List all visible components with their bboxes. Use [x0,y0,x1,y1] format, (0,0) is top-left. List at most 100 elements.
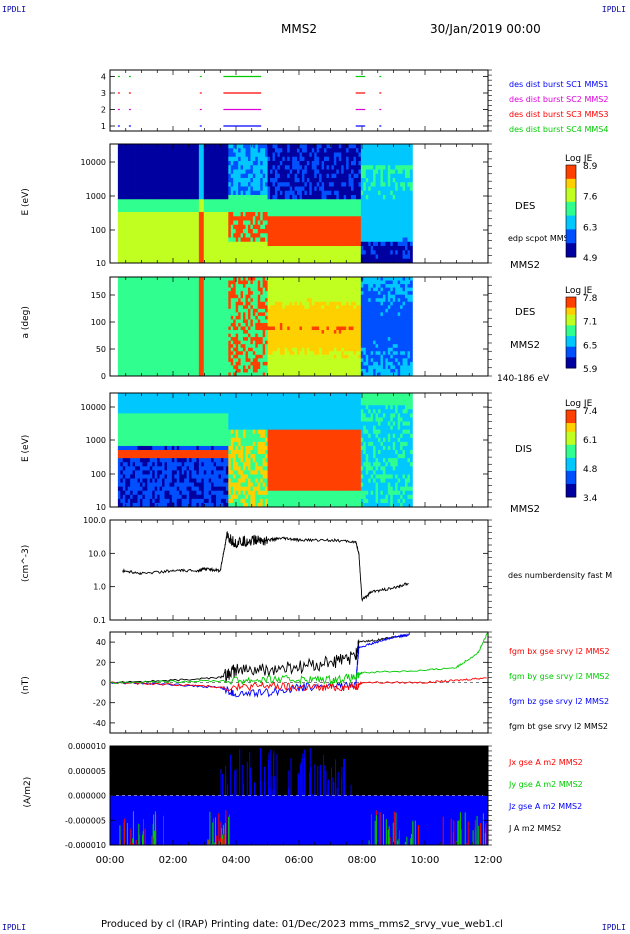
des-energy-spectrogram-cell [301,173,305,179]
des-pitch-spectrogram-cell [147,330,151,334]
des-energy-spectrogram-cell [162,195,165,200]
des-energy-spectrogram-cell [378,199,381,204]
des-energy-spectrogram-cell [240,207,244,213]
des-energy-spectrogram-cell [405,148,408,153]
des-energy-spectrogram-cell [375,203,379,209]
des-energy-spectrogram-cell [149,220,153,226]
des-energy-spectrogram-cell [245,212,249,217]
des-energy-spectrogram-cell [289,156,293,162]
des-energy-spectrogram-cell [157,152,160,158]
des-energy-spectrogram-cell [299,237,303,243]
des-energy-spectrogram-cell [299,233,303,238]
des-energy-spectrogram-cell [191,195,195,200]
des-energy-spectrogram-cell [365,246,369,251]
des-energy-spectrogram-cell [250,233,254,238]
des-pitch-spectrogram-cell [206,333,210,338]
des-pitch-spectrogram-cell [139,330,143,334]
des-energy-spectrogram-cell [326,152,330,158]
des-energy-spectrogram-cell [117,212,121,217]
des-energy-spectrogram-cell [169,250,173,255]
des-energy-spectrogram-cell [373,237,376,243]
des-energy-spectrogram-cell [360,156,364,162]
des-energy-spectrogram-cell [360,152,364,158]
des-pitch-spectrogram-cell [130,291,133,296]
des-energy-spectrogram-cell [203,237,207,243]
des-energy-spectrogram-cell [235,199,239,204]
des-energy-spectrogram-cell [341,224,345,230]
des-energy-spectrogram-cell [223,165,227,170]
des-energy-spectrogram-cell [289,224,293,230]
des-energy-spectrogram-cell [233,246,237,251]
des-pitch-spectrogram-cell [152,365,156,370]
des-energy-spectrogram-cell [370,212,374,217]
des-energy-spectrogram-cell [125,229,129,234]
des-energy-spectrogram-cell [343,203,347,209]
des-pitch-spectrogram-cell [198,326,202,331]
des-pitch-spectrogram-cell [132,319,136,324]
des-energy-spectrogram-cell [189,229,192,234]
des-energy-spectrogram-cell [179,148,183,153]
des-energy-spectrogram-cell [137,233,141,238]
des-energy-spectrogram-cell [397,182,401,187]
des-energy-spectrogram-cell [392,233,396,238]
des-energy-spectrogram-cell [321,178,325,183]
des-energy-spectrogram-cell [385,241,389,247]
des-energy-spectrogram-cell [370,254,374,260]
des-energy-spectrogram-cell [127,148,131,153]
des-energy-spectrogram-cell [392,254,396,260]
des-energy-spectrogram-cell [279,182,283,187]
des-pitch-spectrogram-cell [169,344,173,349]
des-energy-spectrogram-cell [144,250,148,255]
des-energy-spectrogram-cell [208,161,212,166]
des-energy-spectrogram-cell [125,190,129,196]
des-energy-spectrogram-cell [324,229,327,234]
des-energy-spectrogram-cell [365,173,369,179]
des-pitch-spectrogram-cell [223,291,227,296]
des-pitch-spectrogram-cell [117,291,121,296]
des-pitch-spectrogram-cell [132,277,136,281]
des-energy-spectrogram-cell [365,152,369,158]
des-pitch-spectrogram-cell [201,344,205,349]
des-energy-spectrogram-cell [395,220,399,226]
des-energy-spectrogram-cell [360,241,364,247]
des-energy-spectrogram-cell [120,165,124,170]
des-energy-spectrogram-cells [117,144,413,264]
des-energy-spectrogram-cell [370,199,374,204]
des-pitch-spectrogram-cell [189,351,192,356]
des-pitch-spectrogram-cell [238,305,241,310]
des-pitch-spectrogram-cell [154,361,158,366]
des-energy-spectrogram-cell [252,144,256,149]
des-pitch-spectrogram-cell [189,301,192,306]
des-energy-spectrogram-cell [343,199,347,204]
des-energy-spectrogram-cell [294,165,298,170]
des-energy-spectrogram-cell [326,178,330,183]
des-energy-spectrogram-cell [196,237,200,243]
des-energy-spectrogram-cell [162,161,165,166]
des-energy-spectrogram-cell [228,254,232,260]
des-energy-spectrogram-cell [355,250,359,255]
des-energy-spectrogram-cell [257,156,261,162]
des-pitch-spectrogram-cell [216,354,219,359]
des-pitch-spectrogram-cell [203,322,207,327]
des-energy-spectrogram-cell [341,199,345,204]
des-pitch-spectrogram-cell [135,344,138,349]
des-energy-spectrogram-cell [368,207,372,213]
des-energy-spectrogram-cell [368,246,372,251]
des-energy-spectrogram-cell [343,173,347,179]
des-energy-spectrogram-cell [395,212,399,217]
des-energy-spectrogram-cell [137,250,141,255]
des-energy-spectrogram-cell [324,144,327,149]
des-pitch-spectrogram-cell [201,337,205,342]
des-pitch-spectrogram-cell [220,326,224,331]
des-energy-spectrogram-cell [341,169,345,175]
des-pitch-spectrogram-cell [164,284,168,289]
des-energy-spectrogram-cell [390,254,394,260]
des-energy-spectrogram-cell [245,233,249,238]
des-energy-spectrogram-cell [157,250,160,255]
des-energy-spectrogram-cell [333,165,337,170]
des-energy-spectrogram-cell [299,199,303,204]
des-pitch-spectrogram-cell [166,344,170,349]
des-energy-spectrogram-cell [262,165,266,170]
des-pitch-spectrogram-cell [208,294,212,299]
des-energy-spectrogram-cell [407,173,411,179]
